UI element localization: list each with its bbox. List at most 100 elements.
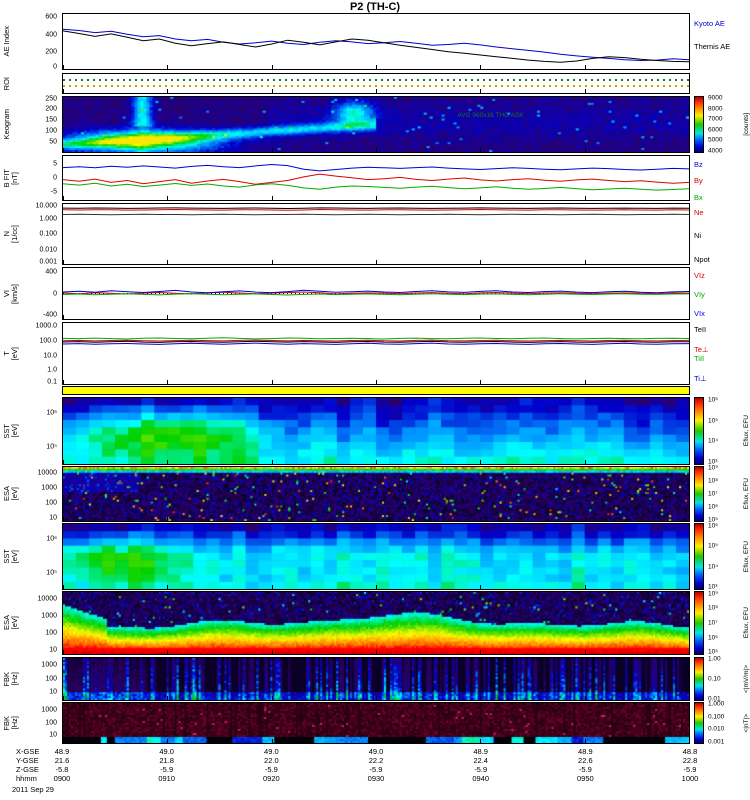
line-plot-vi — [63, 289, 689, 296]
panel-keogram: Keogram 250 200 150 100 50 AVG 960x16 THG ASK 9… — [0, 94, 750, 154]
x-tick-mark — [271, 148, 273, 152]
x-tick-mark — [376, 148, 377, 152]
x-tick-mark — [271, 517, 273, 521]
x-tick-mark — [689, 65, 690, 69]
x-tick-mark — [271, 89, 273, 93]
x-tick-mark — [480, 196, 482, 200]
x-tick-mark — [167, 196, 169, 200]
series-TiII — [63, 337, 689, 340]
y-tick-label: -5 — [50, 188, 57, 196]
colorbar-tick-label: 10⁶ — [708, 503, 718, 511]
panel-esa-i: ESA [eV] 10000 1000 100 10 10⁹ 10⁸ 10⁷ 10⁶ 10⁵ Eflu… — [0, 590, 750, 656]
spectrogram-canvas-sst-i — [63, 524, 689, 589]
x-tick-mark — [689, 585, 690, 589]
legend-label-By: By — [694, 176, 703, 186]
colorbar-tick-label: 10⁴ — [708, 437, 719, 445]
y-tick-label: 0.100 — [39, 230, 57, 238]
y-tick-label: 100.0 — [39, 337, 57, 345]
x-tick-mark — [480, 148, 482, 152]
bottom-axis-value: 22.4 — [473, 756, 488, 765]
y-tick-label: 200 — [45, 105, 57, 113]
bottom-axis-value: -5.9 — [369, 765, 383, 774]
x-tick-mark — [63, 196, 64, 200]
bottom-axis-value: -5.9 — [683, 765, 697, 774]
x-tick-mark — [584, 196, 586, 200]
colorbar-unit: Eflux, EFU — [743, 523, 750, 590]
x-tick-mark — [63, 585, 64, 589]
line-plot-ni — [63, 207, 689, 216]
colorbar-unit: <|nT|> — [743, 702, 750, 744]
x-tick-mark — [376, 380, 377, 384]
colorbar-unit-text: <|mV/m|> — [743, 665, 750, 693]
bottom-axis-value: 0900 — [53, 774, 71, 783]
x-tick-mark — [63, 460, 64, 464]
plot-box-temp — [62, 322, 690, 385]
bottom-axis-row-Z-GSE: Z-GSE -5.8 -5.9 -5.9 -5.9 -5.9 -5.9 -5.9 — [0, 765, 750, 774]
series-VIx — [63, 289, 689, 294]
bottom-axis-value: 48.9 — [473, 747, 488, 756]
colorbar — [694, 657, 704, 701]
y-tick-label: 100 — [45, 629, 57, 637]
x-tick-mark — [63, 89, 64, 93]
x-tick-mark — [480, 517, 482, 521]
colorbar-tick-label: 10³ — [708, 458, 718, 466]
colorbar — [694, 523, 704, 590]
bottom-axis-value: 22.2 — [368, 756, 384, 765]
colorbar-tick-label: 0.100 — [708, 713, 725, 721]
y-tick-label: 10 — [49, 731, 57, 739]
x-tick-mark — [63, 650, 64, 654]
series-By — [63, 173, 689, 185]
colorbar-tick-label: 1.00 — [708, 655, 721, 663]
colorbar-unit: <|mV/m|> — [743, 657, 750, 701]
x-tick-mark — [376, 460, 377, 464]
colorbar-tick-label: 10⁹ — [708, 590, 719, 598]
y-axis-label-line: [eV] — [10, 424, 19, 438]
colorbar-tick-label: 10⁶ — [708, 634, 718, 642]
colorbar-tick-label: 9000 — [708, 94, 723, 102]
x-tick-mark — [689, 89, 690, 93]
legend-label-Ti⊥: Ti⊥ — [694, 373, 707, 383]
x-tick-mark — [376, 585, 377, 589]
x-tick-mark — [689, 650, 690, 654]
plot-box-bfit — [62, 155, 690, 201]
legend-label-Ne: Ne — [694, 207, 704, 217]
y-tick-label: 1000.0 — [35, 322, 57, 330]
bottom-axis-value: 22.6 — [578, 756, 593, 765]
plot-box-roi — [62, 73, 690, 94]
x-tick-mark — [63, 739, 64, 743]
bottom-axis-value: 49.0 — [368, 747, 384, 756]
y-tick-label: 10000 — [37, 469, 57, 477]
y-axis-label-line: Keogram — [2, 109, 11, 140]
plot-box-vi — [62, 267, 690, 320]
colorbar-tick-label: 10⁴ — [708, 563, 719, 571]
y-tick-label: 10.0 — [43, 352, 57, 360]
x-tick-mark — [167, 650, 169, 654]
right-gutter-esa-i: 10⁹ 10⁸ 10⁷ 10⁶ 10⁵ Eflux, EFU — [692, 590, 750, 656]
y-tick-label: 100 — [45, 719, 57, 727]
right-gutter-vi: VIz VIy VIx — [692, 267, 750, 320]
y-tick-label: 250 — [45, 95, 57, 103]
colorbar-tick-label: 0.01 — [708, 695, 721, 703]
y-tick-label: 10000 — [37, 595, 57, 603]
x-tick-mark — [480, 315, 482, 319]
x-tick-mark — [271, 460, 273, 464]
x-tick-mark — [376, 517, 377, 521]
x-tick-mark — [480, 89, 482, 93]
spectrogram-canvas-keogram — [63, 97, 689, 152]
x-tick-mark — [480, 696, 482, 700]
legend-label-TiII: TiII — [694, 353, 705, 363]
legend-label-VIy: VIy — [694, 290, 705, 300]
y-tick-label: 5 — [53, 160, 57, 168]
x-tick-mark — [689, 148, 690, 152]
x-tick-mark — [271, 739, 273, 743]
colorbar — [694, 591, 704, 655]
y-tick-label: 1.0 — [47, 366, 57, 374]
panel-esa-e: ESA [eV] 10000 1000 100 10 10⁹ 10⁸ 10⁷ 10⁶ 10⁵ Eflu… — [0, 465, 750, 524]
x-tick-mark — [167, 517, 169, 521]
x-tick-mark — [584, 739, 586, 743]
x-tick-mark — [167, 260, 169, 264]
bottom-axis-value: 48.9 — [578, 747, 593, 756]
x-tick-mark — [167, 460, 169, 464]
x-tick-mark — [167, 696, 169, 700]
